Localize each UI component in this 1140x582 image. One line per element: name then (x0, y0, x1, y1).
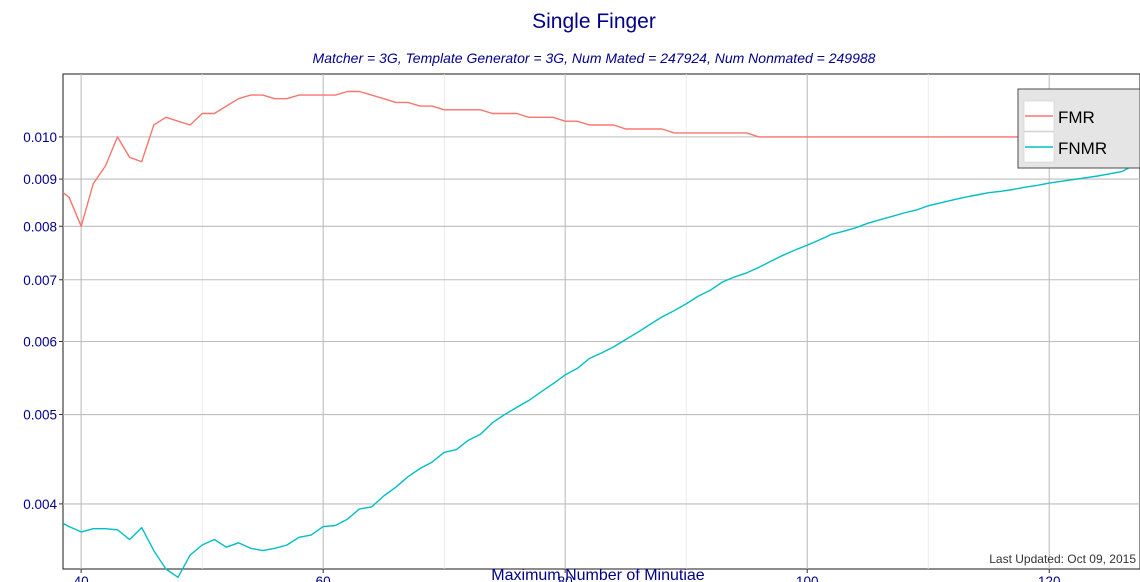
series-line-fnmr (62, 152, 1140, 578)
grid-lines (63, 74, 1140, 569)
y-tick-label: 0.004 (23, 497, 57, 512)
chart-title: Single Finger (532, 10, 656, 33)
legend-label-fnmr: FNMR (1058, 139, 1107, 158)
y-tick-label: 0.005 (23, 408, 57, 423)
legend-label-fmr: FMR (1058, 108, 1095, 127)
x-tick-label: 80 (558, 574, 573, 582)
last-updated-note: Last Updated: Oct 09, 2015 (989, 552, 1136, 566)
y-axis-ticks: 0.004 0.005 0.006 0.007 0.008 0.009 0.010 (23, 130, 63, 512)
x-axis-ticks: 40 60 80 100 120 (74, 569, 1061, 582)
y-tick-label: 0.010 (23, 130, 57, 145)
x-tick-label: 40 (74, 574, 89, 582)
x-tick-label: 60 (316, 574, 331, 582)
x-axis-label: Maximum Number of Minutiae (491, 567, 705, 582)
y-tick-label: 0.007 (23, 273, 57, 288)
y-tick-label: 0.008 (23, 219, 57, 234)
x-tick-label: 100 (796, 574, 819, 582)
series-line-fmr (62, 90, 1140, 228)
chart-subtitle: Matcher = 3G, Template Generator = 3G, N… (313, 50, 876, 66)
y-tick-label: 0.006 (23, 334, 57, 349)
legend: FMR FNMR (1017, 88, 1140, 169)
plot-panel (62, 73, 1140, 570)
y-tick-label: 0.009 (23, 172, 57, 187)
x-tick-label: 120 (1038, 574, 1061, 582)
series-lines (62, 90, 1140, 578)
